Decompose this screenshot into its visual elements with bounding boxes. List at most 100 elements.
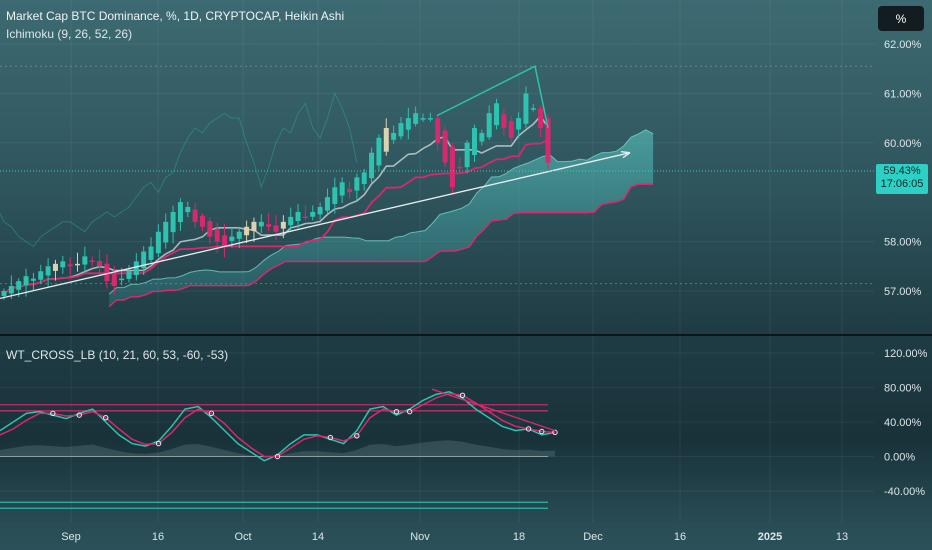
candle <box>251 221 257 232</box>
time-axis-label: 14 <box>312 531 324 543</box>
cross-marker <box>393 408 400 415</box>
candle <box>288 216 294 226</box>
candle <box>302 216 308 219</box>
candle <box>494 103 500 126</box>
price-axis-label: 58.00% <box>884 237 922 249</box>
drawings <box>0 65 874 300</box>
candle <box>192 209 198 222</box>
candle <box>75 263 81 266</box>
candle <box>67 264 73 267</box>
candle <box>369 152 375 179</box>
candle <box>236 231 242 239</box>
time-axis-label: 13 <box>836 531 848 543</box>
candle <box>516 118 522 130</box>
candle <box>295 211 301 222</box>
candle <box>207 221 213 237</box>
candle <box>508 121 514 138</box>
senkou-span-a <box>108 129 654 295</box>
candle <box>30 278 36 281</box>
candle <box>148 246 154 260</box>
candle <box>141 251 147 269</box>
candle <box>82 256 88 265</box>
candle <box>177 202 183 223</box>
candle <box>471 127 477 155</box>
candle <box>45 266 51 276</box>
candle <box>222 235 228 247</box>
candle <box>427 118 433 120</box>
unit-label: % <box>895 11 907 26</box>
candle <box>185 207 191 213</box>
candle <box>398 123 404 137</box>
time-axis-label: Sep <box>61 531 81 543</box>
cross-marker <box>155 440 162 447</box>
candle <box>310 211 316 217</box>
candle <box>244 226 250 236</box>
candle <box>163 221 169 243</box>
candle <box>199 215 205 227</box>
cross-marker <box>50 410 56 417</box>
wt2-line <box>0 392 556 458</box>
ichimoku-legend[interactable]: Ichimoku (9, 26, 52, 26) <box>6 27 133 41</box>
candle <box>119 278 125 281</box>
candle <box>133 261 139 276</box>
candle <box>23 276 29 286</box>
candle <box>420 118 426 120</box>
cross-marker <box>76 412 82 418</box>
oscillator-axis-label: 120.00% <box>884 348 928 360</box>
time-axis-bar <box>0 522 932 550</box>
trendline-arrow <box>0 152 631 300</box>
ichimoku-cloud <box>108 129 654 308</box>
candle <box>155 231 161 254</box>
candle <box>317 207 323 215</box>
candle <box>258 221 264 227</box>
oscillator-legend[interactable]: WT_CROSS_LB (10, 21, 60, 53, -60, -53) <box>6 348 229 362</box>
candle <box>383 127 389 152</box>
candle <box>354 177 360 191</box>
time-axis-label: Dec <box>583 531 603 543</box>
time-axis-label: 18 <box>513 531 525 543</box>
cross-marker <box>459 392 466 398</box>
candle <box>413 113 419 124</box>
symbol-title[interactable]: Market Cap BTC Dominance, %, 1D, CRYPTOC… <box>6 9 345 23</box>
candle <box>332 187 338 204</box>
candle <box>280 221 286 229</box>
candle <box>266 224 272 227</box>
candle <box>530 108 536 110</box>
cross-marker <box>406 408 413 415</box>
kijun-line <box>3 138 549 295</box>
candle <box>97 260 103 267</box>
wedge-pattern-line <box>436 65 549 129</box>
last-price-value: 59.43% <box>883 165 921 177</box>
candle <box>111 272 117 287</box>
bar-countdown: 17:06:05 <box>880 178 924 190</box>
price-axis-label: 57.00% <box>884 286 922 298</box>
candle <box>464 142 470 168</box>
kumo-cloud <box>109 129 654 307</box>
candle <box>170 211 176 233</box>
time-axis-label: 16 <box>152 531 164 543</box>
candle <box>1 291 7 296</box>
candle <box>52 263 58 271</box>
candle <box>538 108 544 128</box>
cross-marker <box>274 453 281 460</box>
candles[interactable] <box>1 86 551 300</box>
price-axis-label: 62.00% <box>884 39 922 51</box>
lagging-span <box>0 92 358 248</box>
candle <box>60 261 66 268</box>
cross-marker <box>354 433 360 439</box>
candle <box>89 260 95 263</box>
time-axis-label: Oct <box>234 531 251 543</box>
candle <box>442 130 448 163</box>
oscillator-axis-label: 0.00% <box>884 452 915 464</box>
candle <box>435 118 441 143</box>
last-price-tag: 59.43% 17:06:05 <box>876 164 928 194</box>
percent-unit-button[interactable]: % <box>878 6 924 31</box>
candle <box>449 146 455 188</box>
candle <box>405 118 411 130</box>
candle <box>38 271 44 280</box>
oscillator-trendline <box>431 388 556 432</box>
oscillator-axis-label: 40.00% <box>884 417 922 429</box>
candle <box>486 113 492 138</box>
